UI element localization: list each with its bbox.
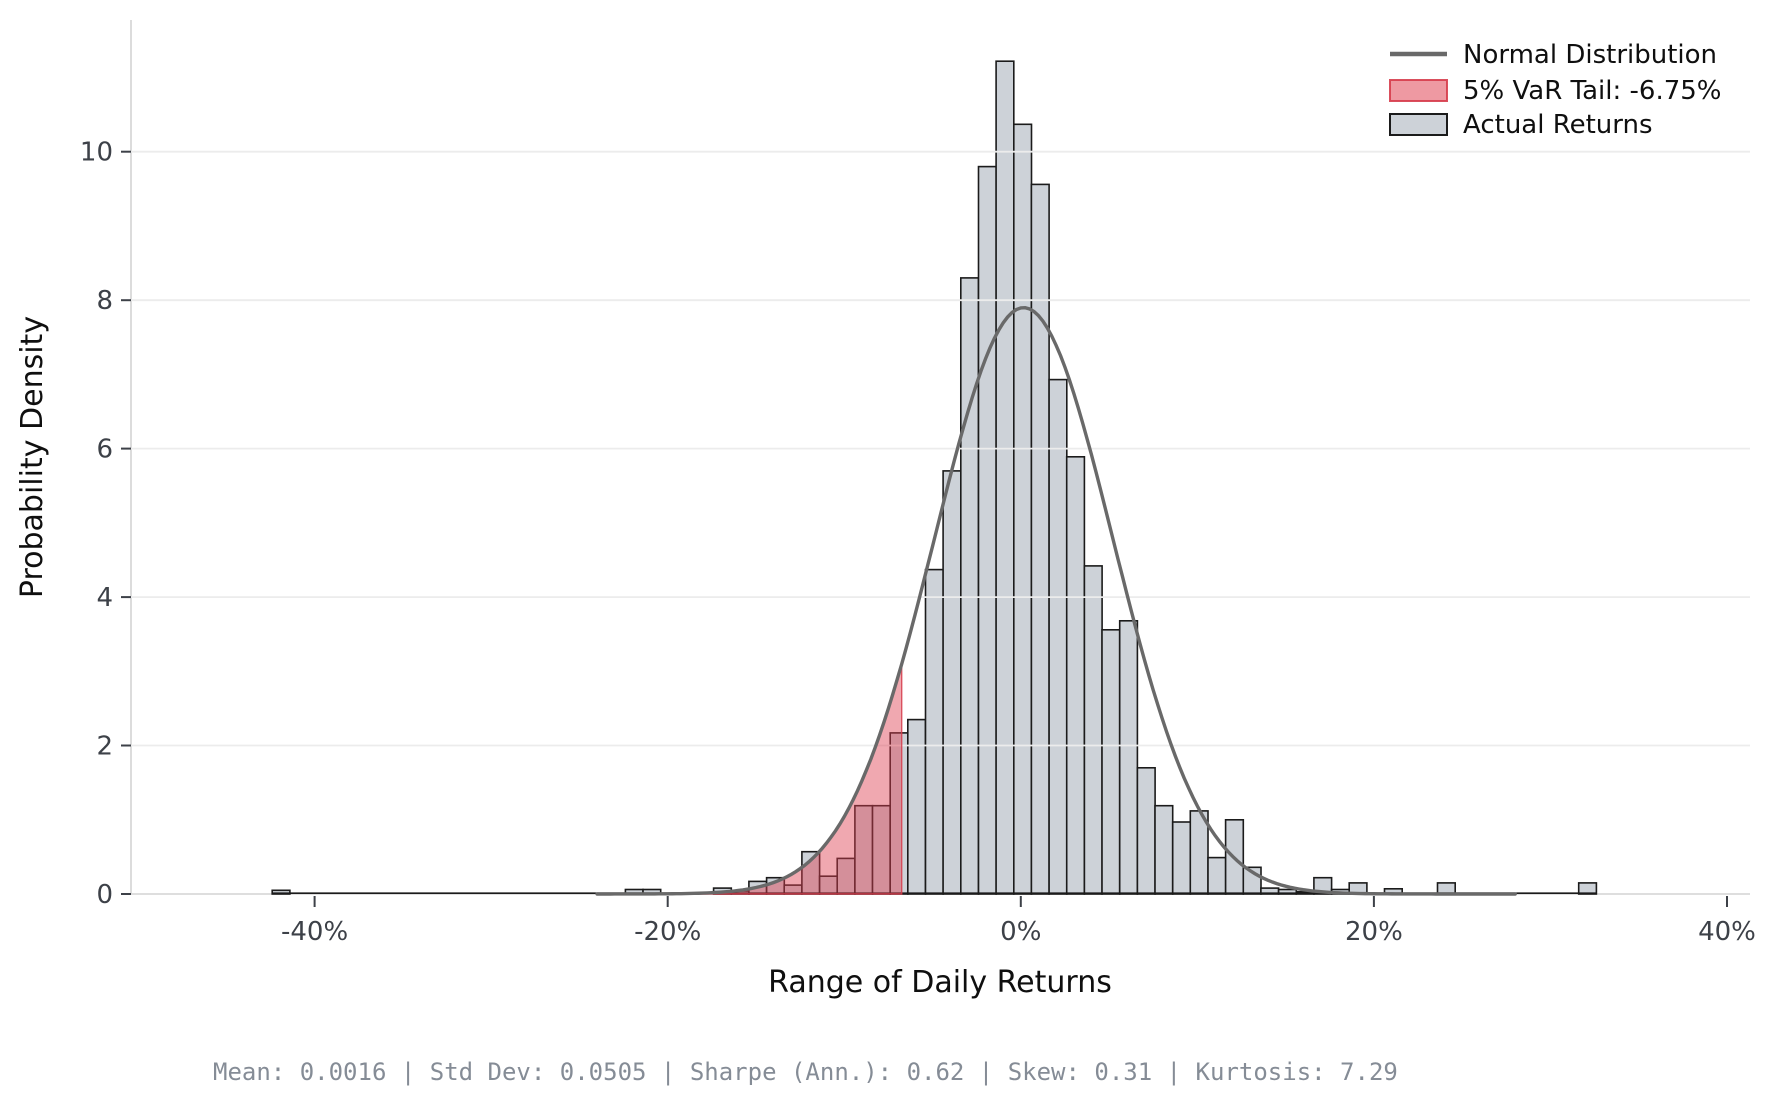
- histogram-bar: [1065, 455, 1086, 895]
- x-tick-label: -20%: [634, 917, 701, 947]
- histogram-bar: [924, 568, 945, 895]
- histogram-bar: [977, 165, 998, 895]
- histogram-bar: [995, 60, 1015, 895]
- normal-curve: [595, 305, 1517, 896]
- x-axis-label: Range of Daily Returns: [768, 965, 1112, 1000]
- x-tick-label: 0%: [1000, 917, 1041, 947]
- histogram-bar: [942, 470, 962, 895]
- histogram-bar: [1101, 628, 1121, 895]
- histogram-bars: [271, 60, 1598, 895]
- stats-line: Mean: 0.0016 | Std Dev: 0.0505 | Sharpe …: [213, 1058, 1398, 1086]
- y-tick-label: 0: [96, 880, 113, 910]
- histogram-bar: [1207, 856, 1227, 895]
- var-tail-fill: [596, 663, 903, 895]
- histogram-bar: [1154, 804, 1174, 895]
- legend-item-normal-distribution: Normal Distribution: [1463, 40, 1717, 70]
- histogram-bar: [1118, 619, 1139, 895]
- y-tick-label: 10: [80, 138, 113, 168]
- y-tick-label: 8: [96, 286, 113, 316]
- histogram-bar: [1171, 821, 1192, 895]
- histogram-bar: [1048, 378, 1068, 895]
- histogram-bar: [1030, 183, 1050, 895]
- x-tick-label: 40%: [1698, 917, 1756, 947]
- x-tick-label: 20%: [1345, 917, 1403, 947]
- y-tick-label: 6: [96, 435, 113, 465]
- legend-item-actual-returns: Actual Returns: [1463, 110, 1653, 140]
- histogram-bar: [1136, 766, 1156, 895]
- histogram-bar: [959, 277, 980, 895]
- legend: Normal Distribution 5% VaR Tail: -6.75% …: [1389, 40, 1722, 140]
- axis-ticks: [121, 150, 1728, 907]
- y-tick-label: 4: [96, 583, 113, 613]
- histogram-bar: [1577, 882, 1598, 895]
- grid-lines: [131, 150, 1750, 747]
- histogram-bar: [1012, 123, 1033, 895]
- tick-labels: -40% -20% 0% 20% 40% 0 2 4 6 8 10: [80, 138, 1756, 947]
- y-axis-label: Probability Density: [15, 316, 50, 598]
- var-tail-area: [596, 663, 903, 895]
- actual-returns-swatch-icon: [1389, 113, 1448, 136]
- var-tail-swatch-icon: [1389, 79, 1448, 102]
- y-tick-label: 2: [96, 732, 113, 762]
- histogram-bar: [1083, 565, 1103, 895]
- legend-item-var-tail: 5% VaR Tail: -6.75%: [1463, 76, 1722, 106]
- x-tick-label: -40%: [281, 917, 348, 947]
- normal-curve-path: [595, 305, 1517, 896]
